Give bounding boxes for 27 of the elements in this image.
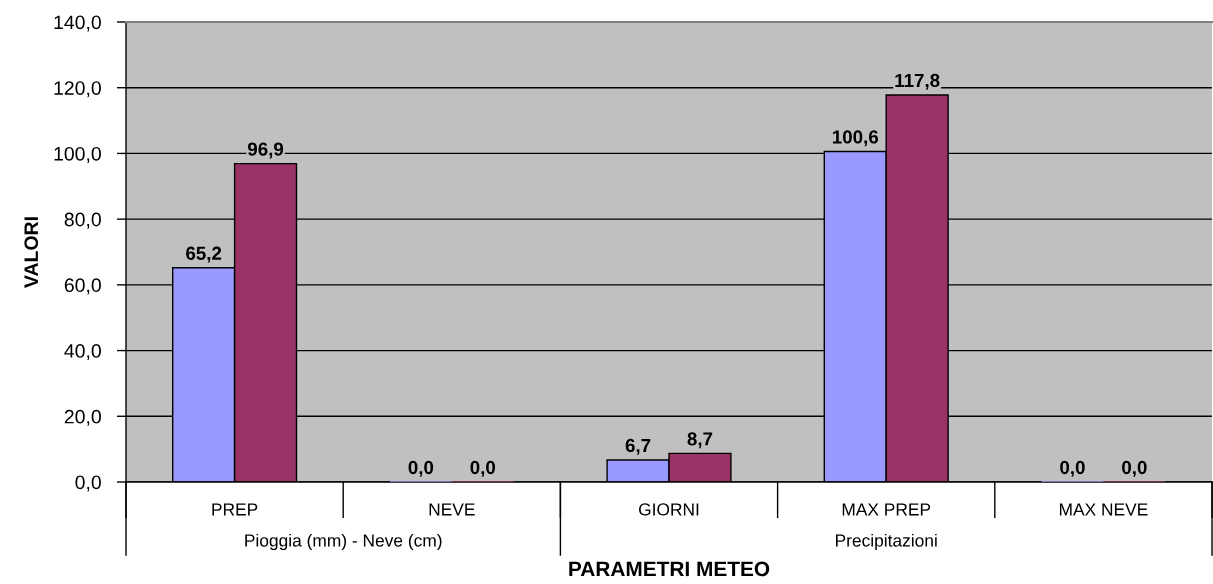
y-axis-title: VALORI (24, 217, 39, 288)
data-label: 65,2 (186, 246, 222, 263)
y-tick-label: 60,0 (64, 278, 101, 295)
data-label: 0,0 (408, 460, 434, 477)
y-tick-label: 40,0 (64, 344, 101, 361)
data-label: 117,8 (895, 73, 940, 90)
data-label: 96,9 (247, 142, 284, 159)
x-tick-label: NEVE (429, 503, 475, 516)
y-tick-label: 20,0 (64, 409, 101, 426)
data-label: 0,0 (1122, 460, 1147, 477)
data-label: 8,7 (687, 432, 713, 449)
data-label: 100,6 (832, 130, 879, 147)
text: Pioggia (mm) - Neve (cm) (245, 533, 442, 551)
y-tick-label: 0,0 (75, 475, 101, 492)
y-tick-label: 120,0 (54, 81, 101, 98)
x-tick-label: GIORNI (639, 503, 699, 516)
y-tick-label: 140,0 (54, 15, 101, 32)
x-tick-label: PREP (212, 503, 258, 516)
x-tick-label: MAX PREP (842, 503, 931, 516)
x-axis-title: PARAMETRI METEO (569, 561, 770, 577)
y-tick-label: 80,0 (64, 212, 101, 229)
text: Precipitazioni (836, 533, 937, 551)
x-tick-label: MAX NEVE (1059, 503, 1148, 516)
data-label: 6,7 (625, 438, 651, 455)
y-tick-label: 100,0 (54, 146, 101, 163)
data-label: 0,0 (1060, 460, 1085, 477)
data-label: 0,0 (470, 460, 496, 477)
